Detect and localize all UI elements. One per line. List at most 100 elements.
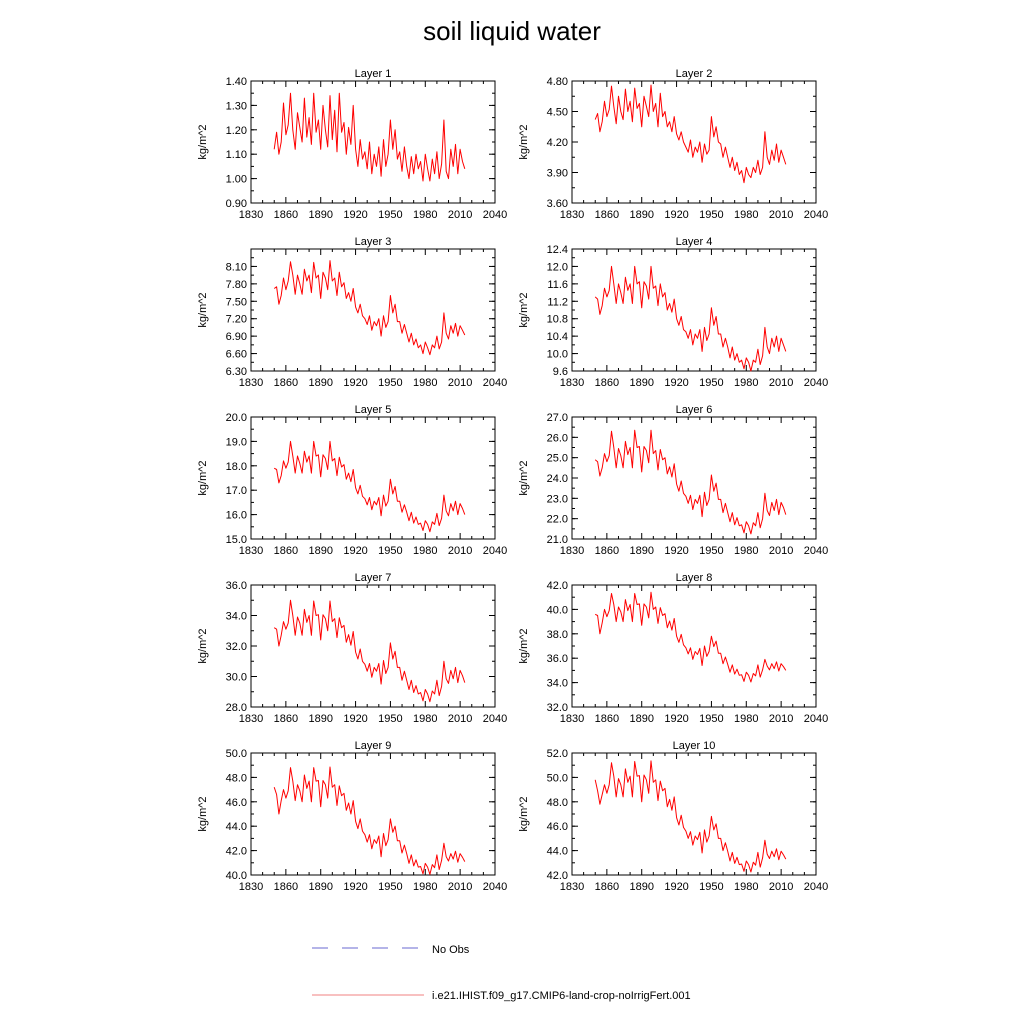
y-tick-label: 22.0 <box>547 514 568 526</box>
x-tick-label: 2040 <box>483 209 507 221</box>
x-tick-label: 2010 <box>769 377 793 389</box>
x-tick-label: 1980 <box>413 209 437 221</box>
x-tick-label: 1860 <box>595 713 619 725</box>
x-tick-label: 1860 <box>595 881 619 893</box>
x-tick-label: 1950 <box>699 713 723 725</box>
x-tick-label: 2010 <box>448 209 472 221</box>
y-tick-label: 12.0 <box>547 261 568 273</box>
panel-layer-3: Layer 3 1830 1860 1890 1920 1950 1980 2010 2040 6… <box>197 236 507 389</box>
x-tick-label: 1920 <box>343 545 367 557</box>
x-tick-label: 1890 <box>308 713 332 725</box>
x-tick-label: 1950 <box>699 881 723 893</box>
panel-layer-8: Layer 8 1830 1860 1890 1920 1950 1980 2010 2040 3… <box>518 572 828 725</box>
y-tick-label: 1.10 <box>226 149 247 161</box>
x-tick-label: 1980 <box>734 377 758 389</box>
plot-frame <box>250 80 496 204</box>
y-tick-label: 28.0 <box>226 702 247 714</box>
series-line <box>594 265 787 372</box>
x-tick-label: 1950 <box>699 545 723 557</box>
y-tick-label: 3.60 <box>547 198 568 210</box>
series-line <box>273 766 466 875</box>
x-tick-label: 1980 <box>734 545 758 557</box>
y-tick-label: 25.0 <box>547 453 568 465</box>
panel-layer-5: Layer 5 1830 1860 1890 1920 1950 1980 2010 2040 1… <box>197 404 507 557</box>
y-axis-label: kg/m^2 <box>518 796 530 831</box>
y-tick-label: 42.0 <box>547 580 568 592</box>
series-line <box>594 84 787 184</box>
x-tick-label: 2040 <box>804 377 828 389</box>
x-tick-label: 1830 <box>239 545 263 557</box>
y-tick-label: 46.0 <box>547 821 568 833</box>
y-axis-label: kg/m^2 <box>518 460 530 495</box>
y-tick-label: 7.50 <box>226 296 247 308</box>
y-axis-label: kg/m^2 <box>197 124 209 159</box>
x-tick-label: 1860 <box>274 881 298 893</box>
x-tick-label: 1920 <box>343 713 367 725</box>
x-tick-label: 1890 <box>629 545 653 557</box>
panel-title: Layer 6 <box>676 404 713 416</box>
x-tick-label: 1830 <box>239 209 263 221</box>
x-tick-label: 2010 <box>448 713 472 725</box>
x-tick-label: 1890 <box>308 209 332 221</box>
x-tick-label: 1890 <box>308 881 332 893</box>
y-tick-label: 36.0 <box>226 580 247 592</box>
x-tick-label: 1950 <box>699 377 723 389</box>
x-tick-label: 1950 <box>378 209 402 221</box>
y-tick-label: 34.0 <box>547 678 568 690</box>
x-tick-label: 1860 <box>274 713 298 725</box>
x-tick-label: 1860 <box>595 377 619 389</box>
series-line <box>594 429 787 535</box>
y-tick-label: 16.0 <box>226 510 247 522</box>
y-tick-label: 19.0 <box>226 436 247 448</box>
y-tick-label: 52.0 <box>547 748 568 760</box>
y-tick-label: 21.0 <box>547 534 568 546</box>
y-tick-label: 20.0 <box>226 412 247 424</box>
x-tick-label: 1980 <box>413 377 437 389</box>
plot-frame <box>571 416 817 540</box>
y-tick-label: 48.0 <box>226 772 247 784</box>
x-tick-label: 2040 <box>483 881 507 893</box>
x-tick-label: 2010 <box>448 545 472 557</box>
y-tick-label: 6.30 <box>226 366 247 378</box>
y-tick-label: 50.0 <box>226 748 247 760</box>
plot-frame <box>250 584 496 708</box>
panel-title: Layer 8 <box>676 572 713 584</box>
x-tick-label: 2010 <box>448 377 472 389</box>
y-tick-label: 10.8 <box>547 314 568 326</box>
plot-frame <box>571 80 817 204</box>
x-tick-label: 2010 <box>769 881 793 893</box>
y-tick-label: 1.20 <box>226 125 247 137</box>
y-tick-label: 10.0 <box>547 349 568 361</box>
panel-title: Layer 3 <box>355 236 392 248</box>
y-tick-label: 4.50 <box>547 107 568 119</box>
x-tick-label: 1860 <box>274 209 298 221</box>
y-tick-label: 1.00 <box>226 174 247 186</box>
x-tick-label: 1980 <box>734 881 758 893</box>
y-tick-label: 10.4 <box>547 331 568 343</box>
x-tick-label: 1950 <box>378 713 402 725</box>
y-tick-label: 3.90 <box>547 168 568 180</box>
x-tick-label: 1830 <box>560 377 584 389</box>
y-tick-label: 1.30 <box>226 100 247 112</box>
y-tick-label: 23.0 <box>547 493 568 505</box>
x-tick-label: 1980 <box>734 713 758 725</box>
y-tick-label: 11.6 <box>547 279 568 291</box>
panel-layer-6: Layer 6 1830 1860 1890 1920 1950 1980 2010 2040 2… <box>518 404 828 557</box>
y-tick-label: 40.0 <box>226 870 247 882</box>
x-tick-label: 2040 <box>483 713 507 725</box>
x-tick-label: 1890 <box>629 713 653 725</box>
series-line <box>594 591 787 683</box>
y-tick-label: 7.20 <box>226 314 247 326</box>
y-tick-label: 6.90 <box>226 331 247 343</box>
x-tick-label: 1980 <box>413 545 437 557</box>
x-tick-label: 1920 <box>664 209 688 221</box>
y-tick-label: 4.80 <box>547 76 568 88</box>
legend-label-no-obs: No Obs <box>432 944 470 956</box>
x-tick-label: 1920 <box>343 881 367 893</box>
plot-frame <box>250 248 496 372</box>
y-tick-label: 11.2 <box>547 296 568 308</box>
x-tick-label: 1890 <box>308 377 332 389</box>
y-tick-label: 12.4 <box>547 244 568 256</box>
figure-title: soil liquid water <box>423 16 601 46</box>
y-tick-label: 42.0 <box>547 870 568 882</box>
